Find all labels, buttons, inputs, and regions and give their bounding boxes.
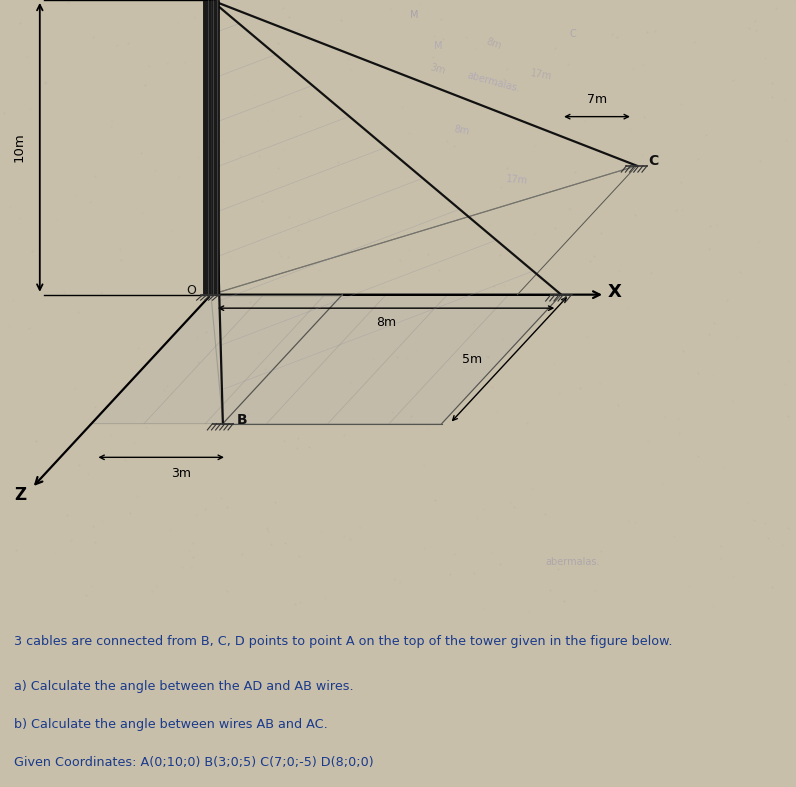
Text: 3m: 3m bbox=[171, 467, 191, 479]
Text: abermalas.: abermalas. bbox=[466, 70, 521, 94]
Text: abermalas.: abermalas. bbox=[546, 556, 600, 567]
Text: 8m: 8m bbox=[485, 36, 502, 51]
Text: 17m: 17m bbox=[529, 68, 553, 82]
Text: a) Calculate the angle between the AD and AB wires.: a) Calculate the angle between the AD an… bbox=[14, 680, 354, 693]
Text: C: C bbox=[570, 29, 576, 39]
Text: B: B bbox=[237, 413, 248, 427]
Text: O: O bbox=[187, 284, 197, 297]
Text: Given Coordinates: A(0;10;0) B(3;0;5) C(7;0;-5) D(8;0;0): Given Coordinates: A(0;10;0) B(3;0;5) C(… bbox=[14, 756, 374, 769]
Text: 3 cables are connected from B, C, D points to point A on the top of the tower gi: 3 cables are connected from B, C, D poin… bbox=[14, 634, 673, 648]
Text: 8m: 8m bbox=[376, 316, 396, 329]
Text: C: C bbox=[648, 153, 658, 168]
Text: 17m: 17m bbox=[506, 174, 529, 187]
Polygon shape bbox=[203, 0, 219, 294]
Text: M: M bbox=[410, 10, 418, 20]
Text: X: X bbox=[607, 283, 622, 301]
Text: M: M bbox=[434, 41, 442, 51]
Text: 7m: 7m bbox=[587, 93, 607, 106]
Text: 8m: 8m bbox=[453, 124, 470, 137]
Polygon shape bbox=[92, 294, 561, 423]
Text: b) Calculate the angle between wires AB and AC.: b) Calculate the angle between wires AB … bbox=[14, 718, 328, 731]
Text: 10m: 10m bbox=[13, 132, 25, 162]
Text: 3m: 3m bbox=[429, 62, 447, 76]
Text: Z: Z bbox=[14, 486, 26, 504]
Text: 5m: 5m bbox=[462, 353, 482, 366]
